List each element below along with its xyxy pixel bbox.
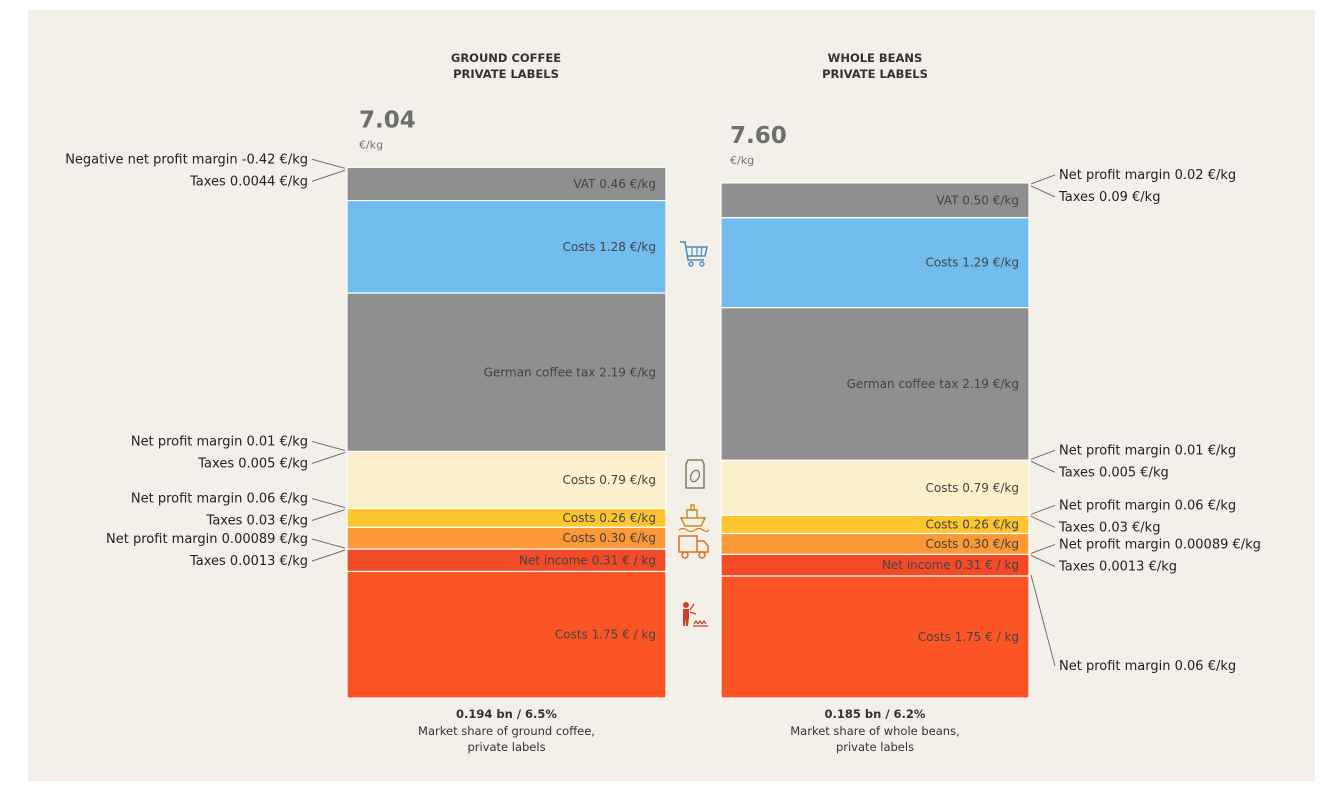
segment-label: Net income 0.31 € / kg [519, 553, 656, 567]
side-label: Net profit margin 0.00089 €/kg [1059, 537, 1261, 552]
cart-grid [691, 246, 703, 257]
column-1: GROUND COFFEE PRIVATE LABELS 7.04 €/kg VAT 0… [65, 51, 667, 754]
side-label: Taxes 0.03 €/kg [1058, 520, 1160, 535]
market-share-label: private labels [836, 740, 914, 754]
bar-segment-vat [346, 166, 667, 202]
segment-label: Net income 0.31 € / kg [882, 558, 1019, 572]
bar-segment-coffee_tax [720, 307, 1030, 461]
leader-line [311, 549, 346, 562]
stage-icons [678, 241, 710, 627]
bar-segment-roaster_costs [720, 459, 1030, 516]
segment-label: German coffee tax 2.19 €/kg [484, 365, 656, 379]
leader-line [1030, 460, 1056, 473]
market-share-label: private labels [467, 740, 545, 754]
segment-label: Costs 0.26 €/kg [925, 517, 1019, 531]
side-label: Net profit margin 0.01 €/kg [1059, 443, 1236, 458]
segment-label: Costs 1.75 € / kg [918, 630, 1019, 644]
side-label: Net profit margin 0.06 €/kg [1059, 498, 1236, 513]
side-label: Taxes 0.0044 €/kg [189, 174, 308, 189]
segment-label: German coffee tax 2.19 €/kg [847, 377, 1019, 391]
segment-label: Costs 0.30 €/kg [925, 537, 1019, 551]
column-title: PRIVATE LABELS [453, 67, 559, 81]
leader-line [311, 498, 346, 509]
total-price: 7.60 [730, 123, 787, 149]
column-title: PRIVATE LABELS [822, 67, 928, 81]
leader-line [311, 441, 346, 451]
truck-body [678, 535, 709, 553]
leader-line [311, 158, 346, 169]
ship-icon [678, 504, 710, 533]
leader-line [311, 452, 346, 464]
bar-segment-farm_costs [346, 570, 667, 699]
total-price: 7.04 [359, 107, 416, 133]
farmer-body [683, 609, 689, 626]
segment-label: Costs 0.79 €/kg [562, 473, 656, 487]
segment-label: Costs 0.79 €/kg [925, 481, 1019, 495]
leader-line [1030, 174, 1056, 185]
bar-segment-coffee_tax [346, 292, 667, 453]
farmer-head [683, 602, 689, 608]
segment-label: Costs 0.30 €/kg [562, 531, 656, 545]
cart-body [680, 241, 708, 261]
bag-body [685, 459, 705, 489]
leader-line [1030, 555, 1056, 567]
truck-wheel [681, 551, 689, 559]
leader-line [1030, 515, 1056, 528]
segment-label: VAT 0.46 €/kg [573, 177, 656, 191]
leader-line [311, 509, 346, 522]
side-label: Taxes 0.0013 €/kg [189, 554, 308, 569]
side-label: Taxes 0.09 €/kg [1058, 190, 1160, 205]
column-title: WHOLE BEANS [828, 51, 923, 65]
cart-wheel [699, 261, 705, 267]
leader-line [1030, 543, 1056, 554]
side-label: Taxes 0.005 €/kg [1058, 465, 1169, 480]
leader-line [311, 169, 346, 182]
segment-label: VAT 0.50 €/kg [936, 193, 1019, 207]
ship-deck [686, 504, 698, 518]
side-label: Net profit margin 0.01 €/kg [131, 434, 308, 449]
segment-label: Costs 1.28 €/kg [562, 240, 656, 254]
side-label: Net profit margin 0.06 €/kg [1059, 659, 1236, 674]
coffee-bag-icon [685, 459, 705, 489]
side-label: Net profit margin 0.06 €/kg [131, 492, 308, 507]
side-label: Taxes 0.005 €/kg [197, 456, 308, 471]
bar-segment-retail_costs [346, 199, 667, 294]
truck-wheel [698, 551, 706, 559]
market-share-value: 0.194 bn / 6.5% [456, 707, 557, 721]
total-unit: €/kg [359, 138, 383, 151]
segment-label: Costs 1.75 € / kg [555, 628, 656, 642]
side-label: Taxes 0.03 €/kg [206, 514, 308, 529]
leader-line [311, 538, 346, 549]
market-share-value: 0.185 bn / 6.2% [825, 707, 926, 721]
column-2: WHOLE BEANS PRIVATE LABELS 7.60 €/kg VAT 0.5… [720, 51, 1261, 754]
side-label: Net profit margin 0.00089 €/kg [106, 532, 308, 547]
farmer-icon [683, 602, 708, 627]
side-label: Net profit margin 0.02 €/kg [1059, 168, 1236, 183]
bar-segment-farm_costs [720, 575, 1030, 699]
leader-line [1030, 504, 1056, 515]
column-title: GROUND COFFEE [451, 51, 561, 65]
total-unit: €/kg [730, 154, 754, 167]
segment-label: Costs 0.26 €/kg [562, 511, 656, 525]
shopping-cart-icon [680, 241, 708, 267]
market-share-label: Market share of whole beans, [790, 724, 959, 738]
leader-line [1030, 574, 1056, 667]
side-label: Taxes 0.0013 €/kg [1058, 559, 1177, 574]
truck-icon [678, 535, 709, 559]
segment-label: Costs 1.29 €/kg [925, 256, 1019, 270]
bar-segment-retail_costs [720, 217, 1030, 309]
leader-line [1030, 185, 1056, 198]
leader-line [1030, 449, 1056, 460]
cart-wheel [688, 261, 694, 267]
bean-shape [689, 469, 701, 483]
ship-hull [679, 517, 707, 527]
farmer-tool [689, 603, 697, 615]
crop-rows [693, 619, 708, 627]
side-label: Negative net profit margin -0.42 €/kg [65, 152, 308, 167]
chart-panel [28, 10, 1315, 781]
ship-waves [678, 527, 710, 533]
market-share-label: Market share of ground coffee, [418, 724, 595, 738]
